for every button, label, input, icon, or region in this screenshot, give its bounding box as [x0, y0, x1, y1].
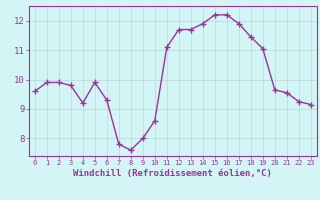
- X-axis label: Windchill (Refroidissement éolien,°C): Windchill (Refroidissement éolien,°C): [73, 169, 272, 178]
